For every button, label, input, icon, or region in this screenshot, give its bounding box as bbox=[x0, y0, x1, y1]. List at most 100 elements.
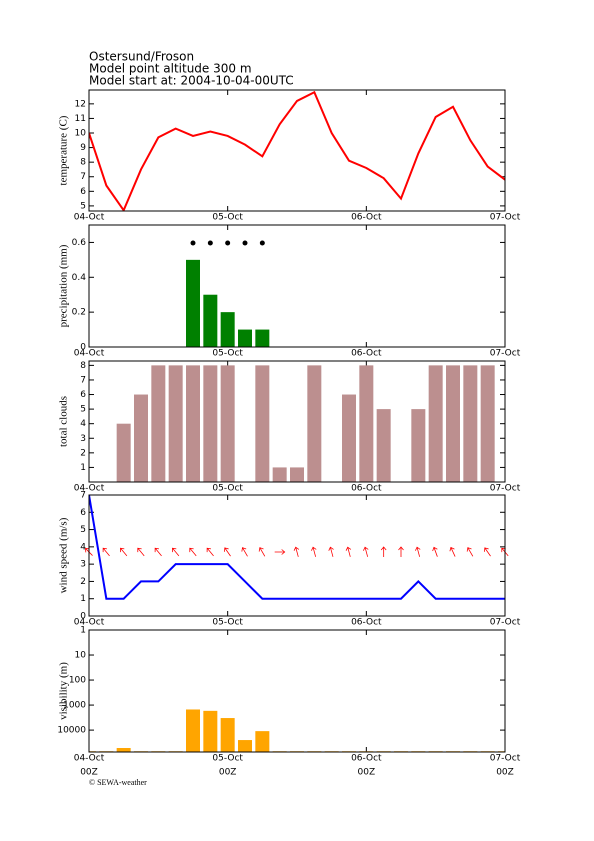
wind-arrow bbox=[449, 546, 456, 557]
bar bbox=[428, 365, 443, 482]
wind-arrow bbox=[466, 547, 474, 557]
bar bbox=[116, 423, 131, 482]
wind-arrow bbox=[172, 547, 180, 557]
y-tick-label: 5 bbox=[80, 405, 86, 415]
x-tick-label: 04-Oct bbox=[74, 754, 105, 764]
bar bbox=[220, 312, 235, 347]
wind-arrow bbox=[328, 546, 334, 557]
x-tick-label: 07-Oct bbox=[490, 484, 521, 494]
wind-arrow bbox=[224, 547, 231, 557]
bar bbox=[359, 365, 374, 482]
y-tick-label: 7 bbox=[80, 491, 86, 501]
bar bbox=[411, 409, 426, 482]
y-tick-label: 0.6 bbox=[72, 238, 87, 248]
wind-arrow bbox=[206, 547, 214, 557]
x-tick-sublabel: 00Z bbox=[80, 768, 98, 778]
y-tick-label: 0.2 bbox=[72, 308, 86, 318]
bar bbox=[220, 365, 235, 482]
panel-frame bbox=[88, 89, 506, 212]
wind-arrow bbox=[293, 546, 300, 557]
x-tick-sublabel: 00Z bbox=[219, 768, 237, 778]
y-tick-label: 7 bbox=[80, 172, 86, 182]
panel-frame bbox=[88, 629, 506, 753]
y-tick-label: 0.4 bbox=[72, 273, 87, 283]
bar bbox=[203, 710, 218, 752]
y-tick-label: 3 bbox=[80, 560, 86, 570]
x-tick-label: 06-Oct bbox=[351, 349, 382, 359]
wind-arrow bbox=[189, 547, 197, 557]
wind-arrow bbox=[120, 547, 128, 557]
y-axis-title: precipitation (mm) bbox=[58, 244, 70, 327]
panel-frame bbox=[88, 360, 506, 483]
x-tick-label: 05-Oct bbox=[212, 349, 243, 359]
y-tick-label: 3 bbox=[80, 434, 86, 444]
x-tick-sublabel: 00Z bbox=[358, 768, 376, 778]
y-axis-title: wind speed (m/s) bbox=[58, 517, 70, 593]
y-tick-label: 5 bbox=[80, 525, 86, 535]
y-tick-label: 10000 bbox=[57, 726, 86, 736]
x-tick-label: 06-Oct bbox=[351, 213, 382, 223]
y-tick-label: 11 bbox=[75, 114, 86, 124]
bar bbox=[255, 365, 270, 482]
wind-arrow bbox=[432, 546, 438, 557]
y-tick-label: 2 bbox=[80, 577, 86, 587]
bar bbox=[255, 329, 270, 347]
wind-arrow bbox=[345, 546, 352, 557]
wind-arrow bbox=[398, 546, 404, 557]
y-tick-label: 2 bbox=[80, 448, 86, 458]
data-line bbox=[89, 495, 505, 600]
precip-symbol bbox=[242, 240, 248, 246]
bar bbox=[151, 365, 166, 482]
x-tick-label: 04-Oct bbox=[74, 349, 105, 359]
data-line bbox=[89, 90, 505, 211]
y-tick-label: 0 bbox=[80, 612, 86, 622]
bar bbox=[272, 467, 287, 482]
wind-arrow bbox=[258, 547, 266, 557]
bar bbox=[342, 394, 356, 482]
bar bbox=[186, 259, 200, 347]
precip-symbol bbox=[259, 240, 265, 246]
y-tick-label: 8 bbox=[80, 158, 86, 168]
x-tick-label: 04-Oct bbox=[74, 484, 105, 494]
station-name: Ostersund/Froson bbox=[89, 50, 194, 64]
x-tick-label: 06-Oct bbox=[351, 618, 382, 628]
bar bbox=[168, 365, 183, 482]
wind-arrow bbox=[102, 547, 110, 557]
bar bbox=[116, 748, 131, 752]
y-tick-label: 7 bbox=[80, 375, 86, 385]
y-tick-label: 6 bbox=[80, 390, 86, 400]
x-tick-label: 05-Oct bbox=[212, 484, 243, 494]
x-tick-label: 06-Oct bbox=[351, 484, 382, 494]
wind-arrow bbox=[274, 549, 286, 555]
precip-symbol bbox=[225, 240, 231, 246]
bar bbox=[376, 409, 391, 482]
wind-arrow bbox=[241, 547, 248, 557]
wind-arrow bbox=[484, 547, 491, 557]
x-tick-sublabel: 00Z bbox=[496, 768, 514, 778]
y-tick-label: 10 bbox=[75, 129, 87, 139]
y-tick-label: 1 bbox=[80, 463, 86, 473]
bar bbox=[186, 709, 200, 752]
bar bbox=[290, 467, 304, 482]
y-tick-label: 4 bbox=[80, 542, 86, 552]
wind-arrow bbox=[137, 547, 145, 557]
bar bbox=[446, 365, 460, 482]
panel-frame bbox=[88, 494, 506, 617]
footer: © SEWA-weather bbox=[89, 778, 147, 787]
x-tick-label: 07-Oct bbox=[490, 754, 521, 764]
altitude: Model point altitude 300 m bbox=[89, 62, 252, 76]
x-tick-label: 05-Oct bbox=[212, 618, 243, 628]
wind-arrow bbox=[154, 547, 162, 557]
y-tick-label: 8 bbox=[80, 361, 86, 371]
x-tick-label: 07-Oct bbox=[490, 349, 521, 359]
y-tick-label: 6 bbox=[80, 508, 86, 518]
y-tick-label: 9 bbox=[80, 143, 86, 153]
y-tick-label: 0 bbox=[80, 343, 86, 353]
x-tick-label: 05-Oct bbox=[212, 754, 243, 764]
y-tick-label: 1000 bbox=[63, 701, 86, 711]
x-tick-label: 07-Oct bbox=[490, 618, 521, 628]
bar bbox=[203, 294, 218, 347]
wind-arrow bbox=[415, 546, 421, 557]
y-tick-label: 1 bbox=[80, 626, 86, 636]
